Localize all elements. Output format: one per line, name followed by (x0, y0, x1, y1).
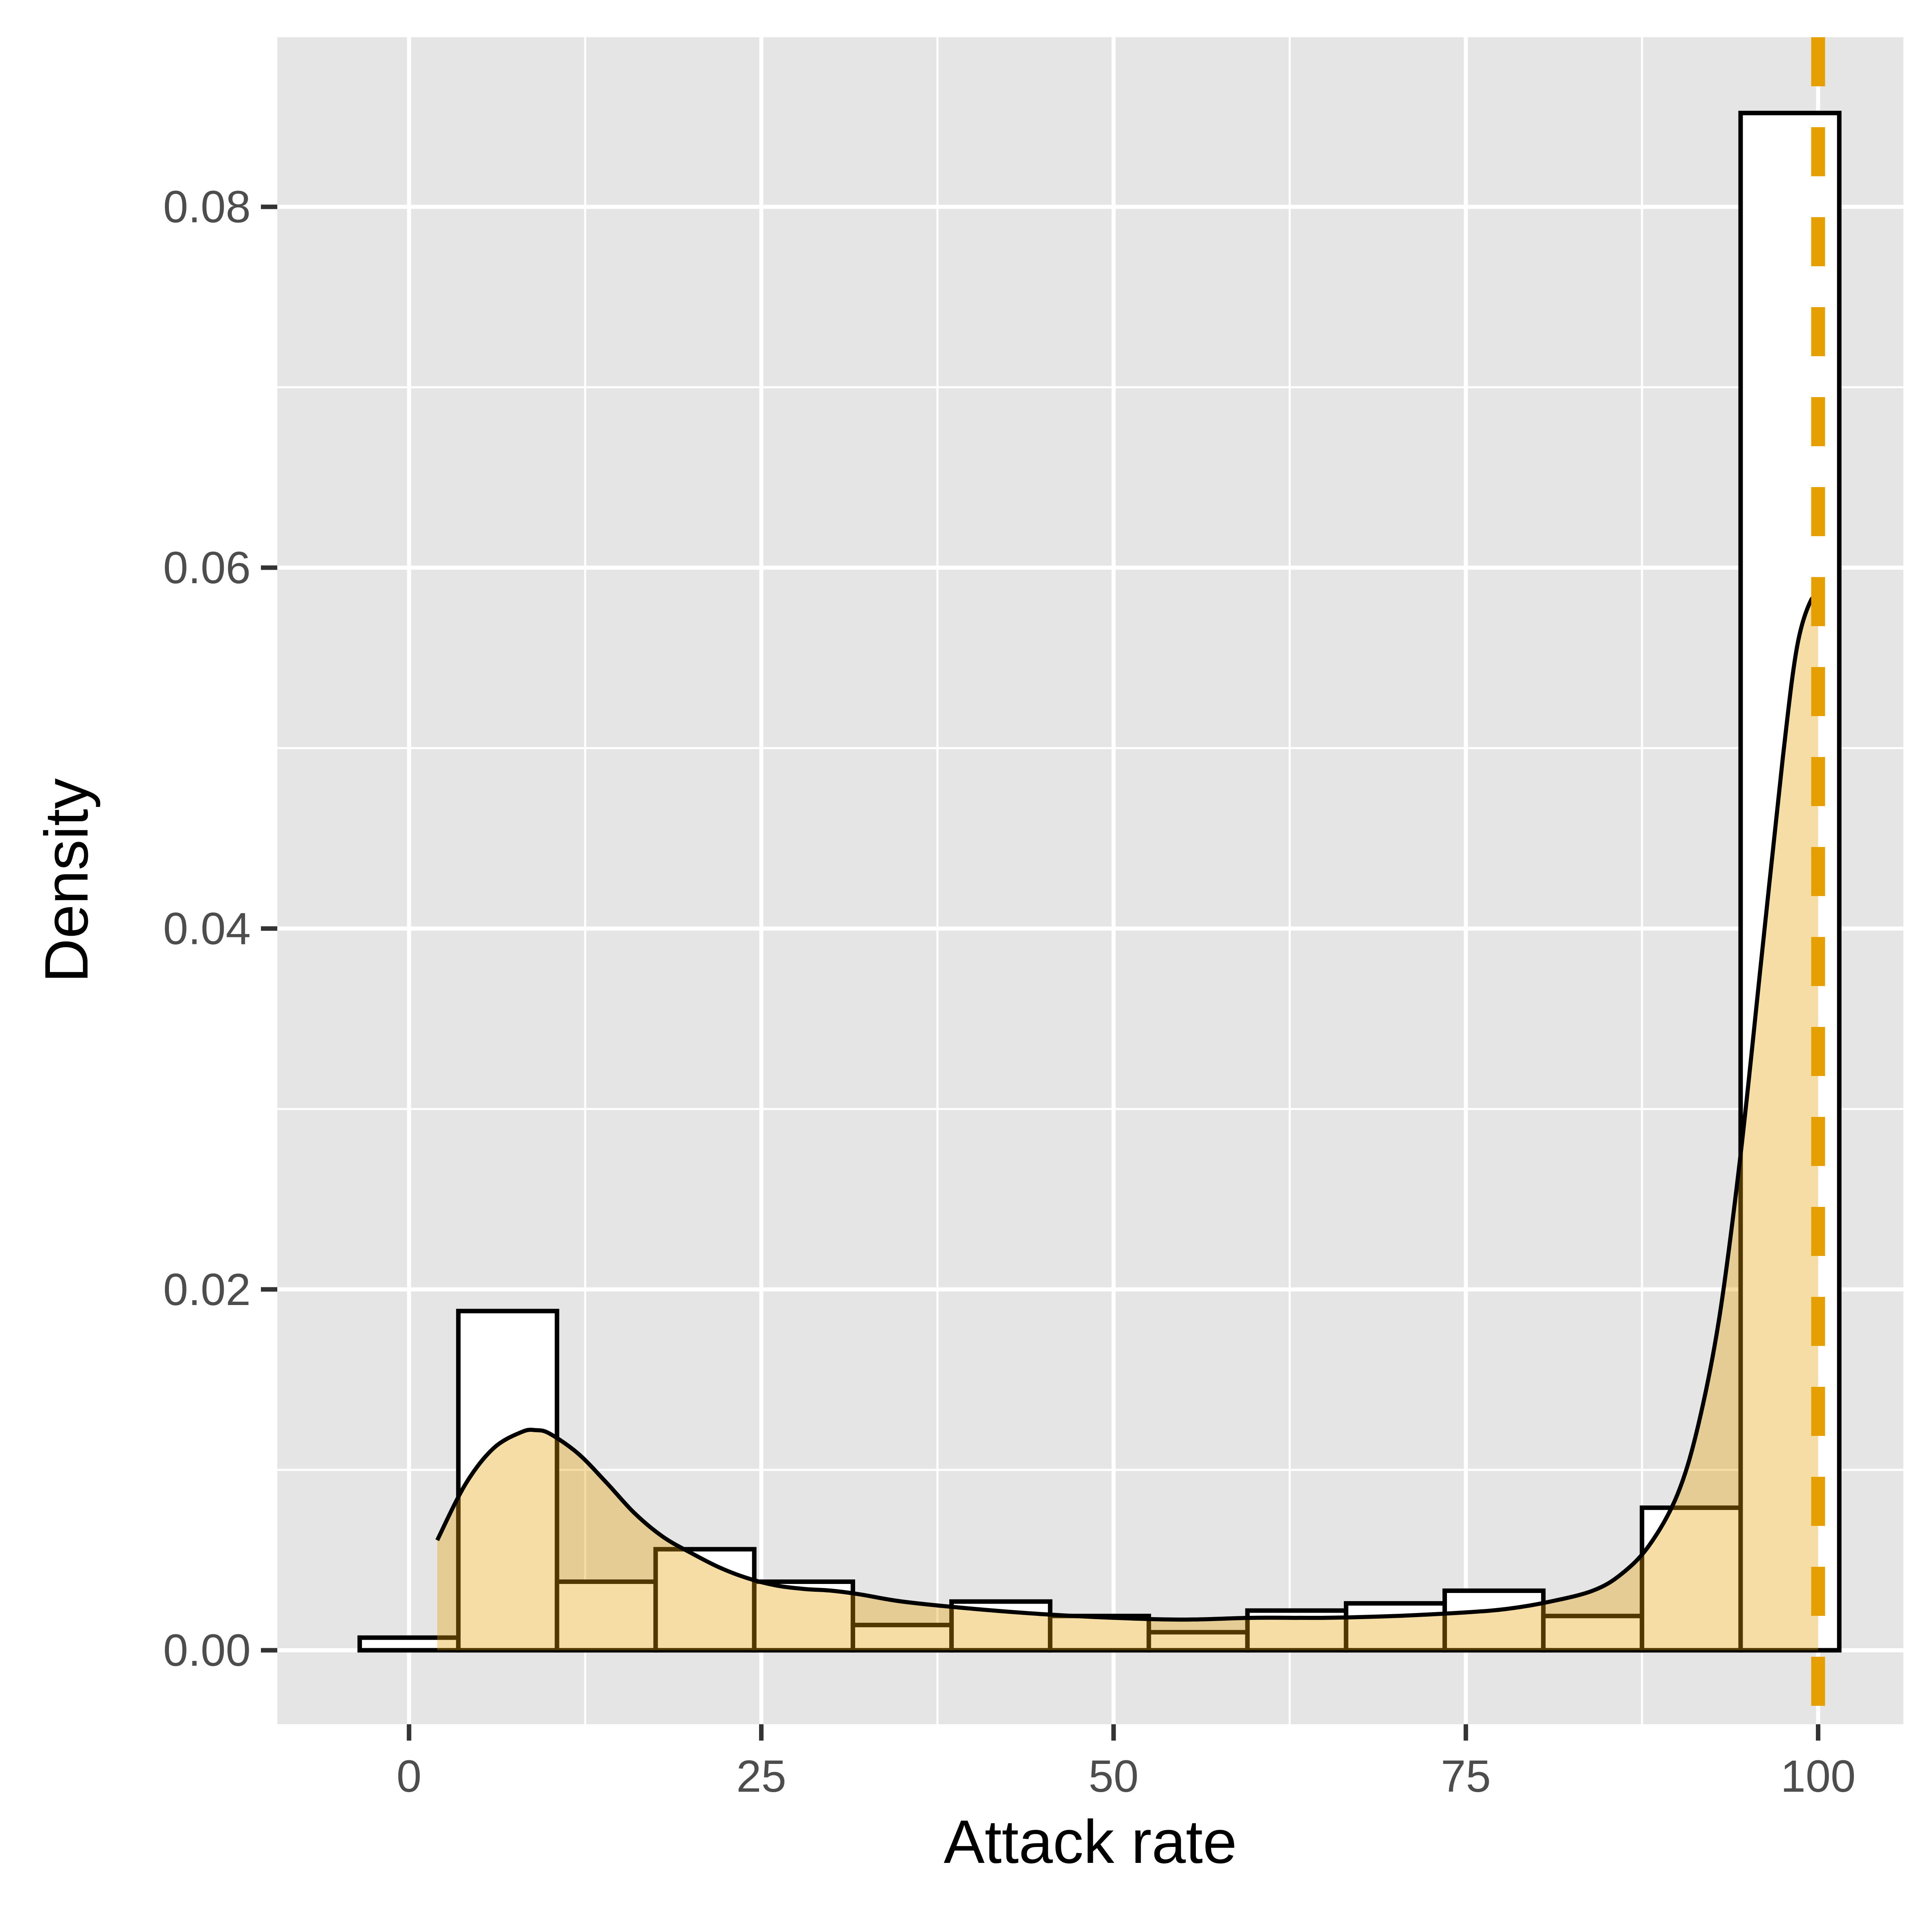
y-tick-label: 0.02 (163, 1265, 251, 1315)
density-line (435, 595, 1820, 1622)
y-tick-label: 0.06 (163, 543, 251, 593)
y-axis-title: Density (32, 778, 101, 983)
x-tick-label: 100 (1781, 1751, 1856, 1802)
x-tick-label: 50 (1089, 1751, 1139, 1802)
density-area (437, 598, 1818, 1651)
x-axis: 0 25 50 75 100 (397, 1724, 1856, 1802)
y-axis: 0.00 0.02 0.04 0.06 0.08 (163, 182, 277, 1676)
histogram-bar (850, 1622, 954, 1653)
histogram-bar (653, 1547, 757, 1653)
density-area-fill (437, 598, 1818, 1651)
density-curve (435, 595, 1820, 1622)
x-axis-title: Attack rate (944, 1807, 1237, 1876)
histogram-bar (1048, 1613, 1151, 1653)
minor-grid (277, 37, 1903, 1724)
y-tick-label: 0.08 (163, 182, 251, 232)
x-tick-label: 25 (736, 1751, 786, 1802)
histogram-bar (1541, 1613, 1644, 1653)
y-tick-label: 0.04 (163, 903, 251, 954)
histogram-bar (1343, 1601, 1447, 1653)
y-tick-label: 0.00 (163, 1625, 251, 1676)
histogram-bar (555, 1579, 658, 1653)
histogram-bar (456, 1309, 559, 1653)
x-tick-label: 0 (397, 1751, 422, 1802)
x-tick-label: 75 (1441, 1751, 1491, 1802)
